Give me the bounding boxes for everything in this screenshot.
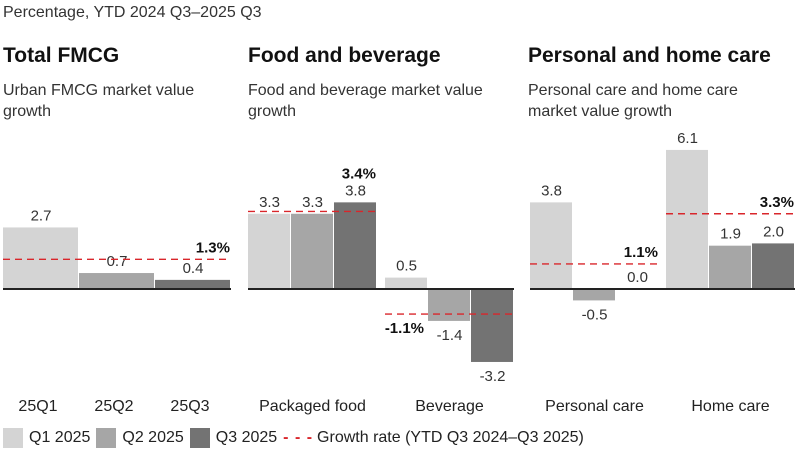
bar-beverage-q2-2025 <box>428 289 470 321</box>
bar-total-fmcg-25Q2 <box>79 273 154 289</box>
bar-home-care-q3-2025 <box>752 243 794 289</box>
x-category-label-personal-care: Personal care <box>545 398 644 415</box>
x-tick-label-25Q3: 25Q3 <box>170 398 209 415</box>
bar-value-label-home-care-q3-2025: 2.0 <box>763 223 784 240</box>
panel-subtitle-food-beverage: Food and beverage market value growth <box>248 82 483 120</box>
growth-rate-label-total-fmcg: 1.3% <box>196 239 230 256</box>
bar-value-label-beverage-q1-2025: 0.5 <box>396 258 417 275</box>
bar-value-label-packaged-food-q3-2025: 3.8 <box>345 182 366 199</box>
growth-rate-label-home-care: 3.3% <box>760 194 794 211</box>
bar-value-label-beverage-q2-2025: -1.4 <box>437 327 463 344</box>
legend-label-growth-rate: Growth rate (YTD Q3 2024–Q3 2025) <box>317 429 584 446</box>
bar-value-label-personal-care-q1-2025: 3.8 <box>541 182 562 199</box>
bar-value-label-total-fmcg-25Q1: 2.7 <box>31 207 52 224</box>
legend-label-q3: Q3 2025 <box>215 429 278 446</box>
bar-value-label-personal-care-q3-2025: 0.0 <box>627 269 648 286</box>
chart-subtitle: Percentage, YTD 2024 Q3–2025 Q3 <box>3 4 262 21</box>
bar-total-fmcg-25Q1 <box>3 227 78 289</box>
bar-value-label-beverage-q3-2025: -3.2 <box>480 368 506 385</box>
x-category-label-home-care: Home care <box>691 398 769 415</box>
x-category-label-packaged-food: Packaged food <box>259 398 366 415</box>
legend-item-growth-rate: - - - Growth rate (YTD Q3 2024–Q3 2025) <box>283 429 584 447</box>
bar-home-care-q2-2025 <box>709 245 751 289</box>
bar-total-fmcg-25Q3 <box>155 279 230 289</box>
legend-dashed-line-icon: - - - <box>283 429 314 446</box>
bar-packaged-food-q3-2025 <box>334 202 376 289</box>
bar-beverage-q3-2025 <box>471 289 513 362</box>
bar-value-label-personal-care-q2-2025: -0.5 <box>582 306 608 323</box>
bar-home-care-q1-2025 <box>666 149 708 289</box>
bar-personal-care-q2-2025 <box>573 289 615 301</box>
bar-packaged-food-q2-2025 <box>291 213 333 289</box>
bar-value-label-packaged-food-q2-2025: 3.3 <box>302 194 323 211</box>
legend-item-q1: Q1 2025 <box>3 428 90 448</box>
legend: Q1 2025 Q2 2025 Q3 2025 - - - Growth rat… <box>3 428 590 448</box>
legend-label-q2: Q2 2025 <box>122 429 184 446</box>
bar-value-label-home-care-q2-2025: 1.9 <box>720 226 741 243</box>
growth-rate-label-packaged-food: 3.4% <box>342 165 376 182</box>
x-tick-label-25Q1: 25Q1 <box>18 398 57 415</box>
bar-packaged-food-q1-2025 <box>248 213 290 289</box>
bar-value-label-home-care-q1-2025: 6.1 <box>677 130 698 147</box>
bar-value-label-total-fmcg-25Q3: 0.4 <box>183 260 204 277</box>
bar-value-label-total-fmcg-25Q2: 0.7 <box>107 253 128 270</box>
growth-rate-label-beverage: -1.1% <box>385 320 424 337</box>
bar-personal-care-q1-2025 <box>530 202 572 289</box>
x-category-label-beverage: Beverage <box>415 398 484 415</box>
legend-swatch-q1 <box>3 428 23 448</box>
bar-beverage-q1-2025 <box>385 277 427 289</box>
panel-subtitle-personal-home-care: Personal care and home care market value… <box>528 82 738 120</box>
panel-title-food-beverage: Food and beverage <box>248 44 441 67</box>
legend-item-q3: Q3 2025 <box>189 428 278 448</box>
panel-subtitle-total-fmcg: Urban FMCG market value growth <box>3 82 195 120</box>
panel-title-total-fmcg: Total FMCG <box>3 44 120 67</box>
panel-title-personal-home-care: Personal and home care <box>528 44 771 67</box>
legend-item-q2: Q2 2025 <box>96 428 184 448</box>
legend-swatch-q2 <box>96 428 117 448</box>
x-tick-label-25Q2: 25Q2 <box>94 398 133 415</box>
legend-swatch-q3 <box>189 428 210 448</box>
growth-rate-label-personal-care: 1.1% <box>624 244 658 261</box>
bar-value-label-packaged-food-q1-2025: 3.3 <box>259 194 280 211</box>
legend-label-q1: Q1 2025 <box>29 429 91 446</box>
